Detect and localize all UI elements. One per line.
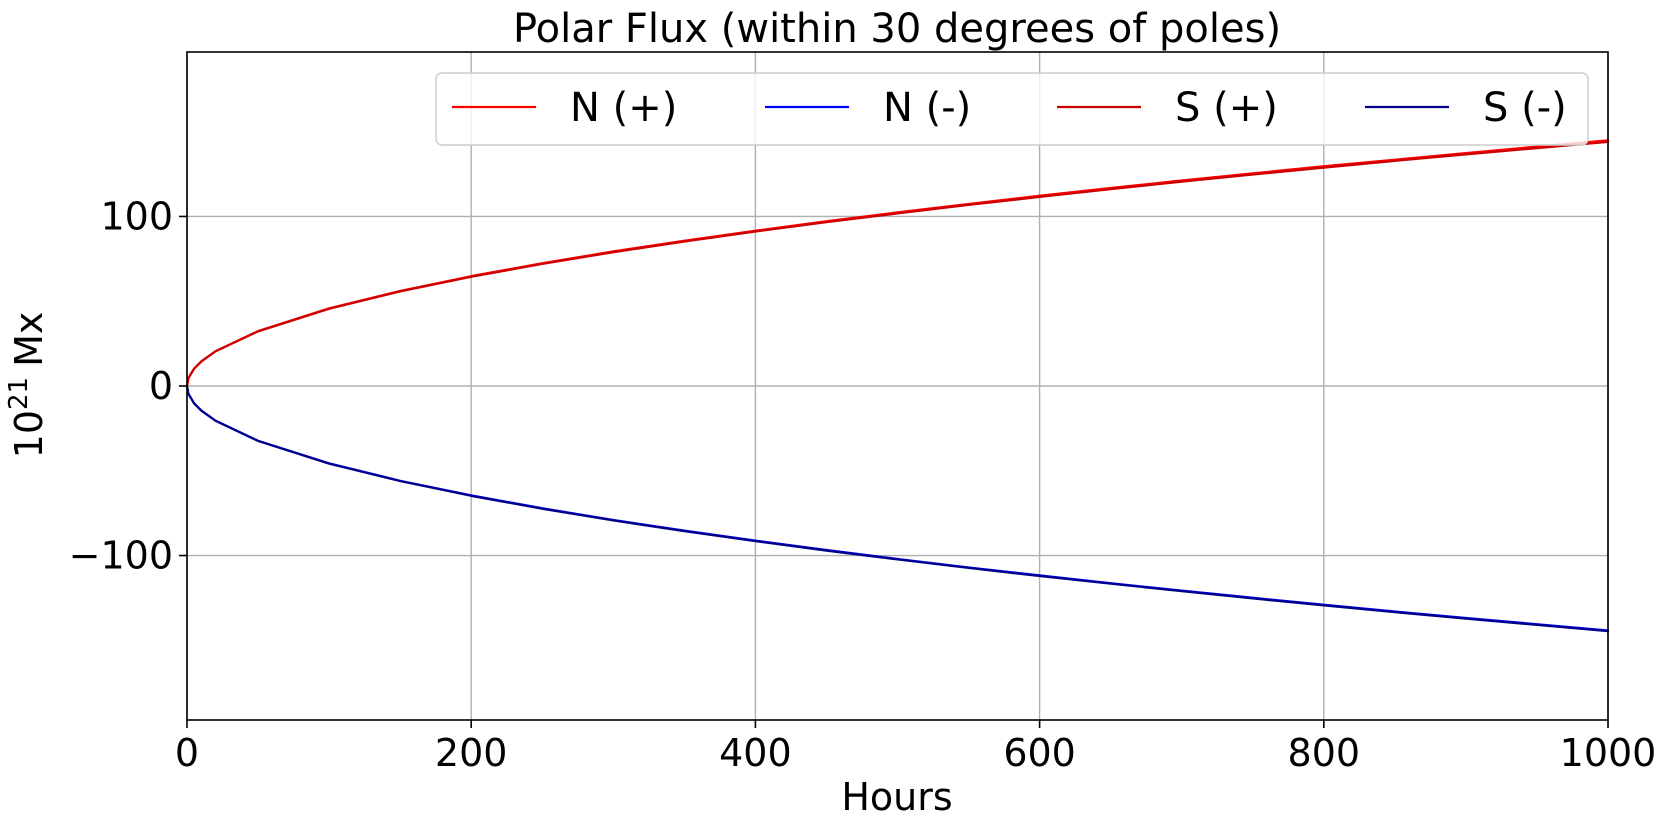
x-axis-label: Hours bbox=[841, 775, 952, 819]
series-line-4 bbox=[185, 384, 1610, 633]
legend-label-3: S (+) bbox=[1175, 85, 1278, 131]
legend: N (+) N (-) S (+) S (-) bbox=[435, 72, 1589, 146]
y-axis-label-exponent: 21 bbox=[4, 377, 34, 410]
x-tick-label: 200 bbox=[435, 731, 508, 775]
series-line-1 bbox=[185, 139, 1610, 388]
y-tick-label: 100 bbox=[100, 194, 173, 238]
y-tick-label: 0 bbox=[149, 364, 173, 408]
grid bbox=[186, 52, 1609, 720]
series-line-3 bbox=[185, 140, 1610, 388]
chart-title: Polar Flux (within 30 degrees of poles) bbox=[513, 6, 1281, 52]
x-tick-label: 400 bbox=[719, 731, 792, 775]
series-line-2 bbox=[185, 384, 1610, 632]
legend-box bbox=[435, 72, 1589, 146]
series-lines bbox=[185, 139, 1610, 633]
legend-label-2: N (-) bbox=[883, 85, 971, 131]
x-tick-label: 0 bbox=[175, 731, 199, 775]
axis-ticks: 0 200 400 600 800 1000 −100 0 100 bbox=[69, 194, 1657, 775]
legend-label-1: N (+) bbox=[570, 85, 677, 131]
y-axis-label: 1021 Mx bbox=[4, 312, 51, 459]
y-tick-label: −100 bbox=[69, 534, 173, 578]
x-tick-label: 1000 bbox=[1560, 731, 1657, 775]
x-tick-label: 800 bbox=[1288, 731, 1361, 775]
legend-label-4: S (-) bbox=[1483, 85, 1567, 131]
y-axis-label-unit: Mx bbox=[7, 312, 51, 367]
x-tick-label: 600 bbox=[1003, 731, 1076, 775]
y-axis-label-base: 10 bbox=[7, 410, 51, 458]
